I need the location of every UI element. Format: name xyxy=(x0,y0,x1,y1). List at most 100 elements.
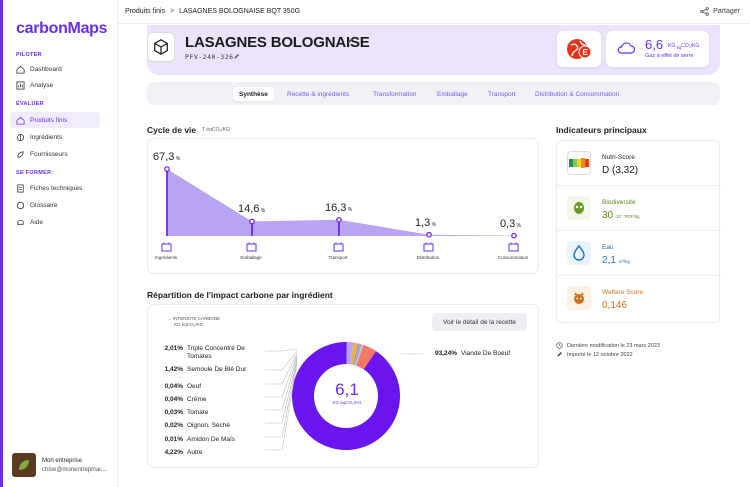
lifecycle-unit: T éqCO₂/KG xyxy=(202,127,230,133)
sidebar-item-fiches-techniques[interactable]: Fiches techniques xyxy=(10,180,100,196)
edit-code-icon[interactable] xyxy=(233,53,240,62)
legend-item: 2,01% Triple Concentré De Tomates xyxy=(164,345,245,361)
share-button[interactable]: Partager xyxy=(700,7,740,16)
indicator-value: D (3,32) xyxy=(602,165,639,176)
legend-item: 0,01% Amidon De Maïs xyxy=(164,436,236,443)
sidebar-item-glossaire[interactable]: Glossaire xyxy=(10,197,100,213)
score-letter: E xyxy=(582,48,588,57)
suppliers-icon xyxy=(16,150,25,159)
nutriscore-icon xyxy=(567,151,591,175)
home-icon xyxy=(16,65,25,74)
breadcrumb-current: LASAGNES BOLOGNAISE BQT 350G xyxy=(179,8,301,15)
imported-date: Importé le 12 octobre 2022 xyxy=(556,351,633,358)
sidebar-item-produits-finis[interactable]: Produits finis xyxy=(10,112,100,128)
nav-section-evaluer: ÉVALUER xyxy=(16,101,44,107)
indicator-label: Eau xyxy=(602,244,614,251)
donut-slice xyxy=(346,342,354,365)
tab-emballage[interactable]: Emballage xyxy=(437,90,468,98)
app-logo[interactable]: carbonMaps xyxy=(16,20,108,37)
sidebar-item-ingredients[interactable]: Ingrédients xyxy=(10,129,100,145)
co2-card[interactable]: 6,6 KG éqCO₂/KG Gaz à effet de serre xyxy=(606,31,709,67)
welfare-icon xyxy=(567,286,591,310)
legend-item: 0,02% Oignon, Séché xyxy=(164,422,231,429)
legend-item: 93,24% Viande De Boeuf xyxy=(434,350,511,357)
legend-leader-line xyxy=(265,350,298,371)
tab-transport[interactable]: Transport xyxy=(488,90,516,98)
company-switcher[interactable]: Mon entreprise chloe@monentreprise.... xyxy=(12,453,107,477)
sidebar-item-label: Analyse xyxy=(30,81,54,89)
legend-item: 0,04% Crème xyxy=(164,396,207,403)
leaf-icon xyxy=(19,460,29,470)
factory-icon xyxy=(159,241,173,253)
sidebar-item-fournisseurs[interactable]: Fournisseurs xyxy=(10,146,100,162)
sidebar-item-label: Produits finis xyxy=(30,116,68,124)
legend-leader-line xyxy=(265,354,298,398)
legend-leader-line xyxy=(265,352,298,385)
lifecycle-point xyxy=(511,232,517,239)
sidebar-item-label: Fournisseurs xyxy=(30,150,68,158)
share-icon xyxy=(700,7,709,16)
tab-distribution[interactable]: Distribution & Consommation xyxy=(535,90,620,98)
lifecycle-value: 14,6 % xyxy=(238,203,266,216)
lifecycle-stage-label: Distribution xyxy=(416,255,440,260)
sidebar-item-dashboard[interactable]: Dashboard xyxy=(10,61,100,77)
breakdown-title: Répartition de l'impact carbone par ingr… xyxy=(147,290,333,300)
share-label: Partager xyxy=(713,8,740,15)
cloud-icon xyxy=(617,41,636,56)
indicators-title: Indicateurs principaux xyxy=(556,125,647,135)
nav-section-se-former: SE FORMER xyxy=(16,170,52,176)
breadcrumb-root[interactable]: Produits finis xyxy=(125,8,166,15)
indicator-label: Nutri-Score xyxy=(602,154,635,161)
document-icon xyxy=(16,183,25,193)
intensity-label: ⌄ INTENSITÉ CARBONE KG éqCO₂/KG xyxy=(168,316,221,327)
company-avatar xyxy=(12,453,36,477)
biodiversity-icon xyxy=(567,196,591,220)
company-email: chloe@monentreprise.... xyxy=(42,466,108,473)
sidebar-item-label: Glossaire xyxy=(30,201,58,209)
sidebar-item-analyse[interactable]: Analyse xyxy=(10,77,100,93)
donut-slice xyxy=(353,343,360,365)
company-name: Mon entreprise xyxy=(42,457,83,464)
tab-recette[interactable]: Recette & ingrédients xyxy=(287,90,350,98)
lifecycle-value: 16,3 % xyxy=(325,201,353,214)
co2-unit: KG éqCO₂/KG xyxy=(668,43,700,50)
sidebar-item-aide[interactable]: Aide xyxy=(10,214,100,230)
intensity-unit: KG éqCO₂/KG xyxy=(174,321,204,327)
indicator-label: Biodiversité xyxy=(602,199,636,206)
help-icon xyxy=(16,218,25,227)
home-icon xyxy=(16,116,25,125)
donut-slice xyxy=(353,343,361,366)
bottle-icon xyxy=(506,241,520,253)
tab-transformation[interactable]: Transformation xyxy=(373,90,417,98)
lifecycle-stage-label: Consommation xyxy=(497,255,529,260)
donut-slice xyxy=(354,343,362,366)
donut-center-value: 6,1 xyxy=(335,380,359,399)
product-title: LASAGNES BOLOGNAISE xyxy=(185,34,370,51)
ingredients-icon xyxy=(16,133,25,142)
sidebar-item-label: Dashboard xyxy=(30,65,62,73)
edit-title-icon[interactable] xyxy=(346,37,354,47)
donut-center-unit: KG éqCO₂/KG xyxy=(332,400,362,405)
indicator-nutriscore[interactable]: Nutri-Score D (3,32) xyxy=(557,141,721,186)
sidebar-item-label: Ingrédients xyxy=(30,133,63,141)
indicator-biodiversite[interactable]: Biodiversité 30 10⁻ PDF/kg xyxy=(557,186,721,231)
pencil-icon xyxy=(557,352,562,357)
sidebar-item-label: Aide xyxy=(30,218,44,226)
indicator-label: Welfare Score xyxy=(602,289,644,296)
water-icon xyxy=(567,241,591,265)
indicator-welfare[interactable]: Welfare Score 0,146 xyxy=(557,276,721,321)
lifecycle-point xyxy=(426,231,432,238)
indicators-card: Nutri-Score D (3,32) Biodiversité 30 10⁻… xyxy=(556,140,721,323)
indicator-value: 30 10⁻ PDF/kg xyxy=(602,210,640,221)
donut-slice xyxy=(292,342,400,450)
lifecycle-chart xyxy=(164,166,517,239)
chat-icon xyxy=(16,201,25,210)
donut-center: 6,1 KG éqCO₂/KG xyxy=(322,380,372,405)
indicator-eau[interactable]: Eau 2,1 m³/kg xyxy=(557,231,721,276)
tab-synthese[interactable]: Synthèse xyxy=(233,87,274,101)
lifecycle-point xyxy=(164,166,170,172)
recipe-detail-button[interactable]: Voir le détail de la recette xyxy=(432,313,527,331)
sidebar: carbonMaps PILOTER Dashboard Analyse ÉVA… xyxy=(0,0,118,487)
lifecycle-stage-label: Emballage xyxy=(240,255,262,260)
eco-score-badge[interactable]: E xyxy=(557,31,601,67)
